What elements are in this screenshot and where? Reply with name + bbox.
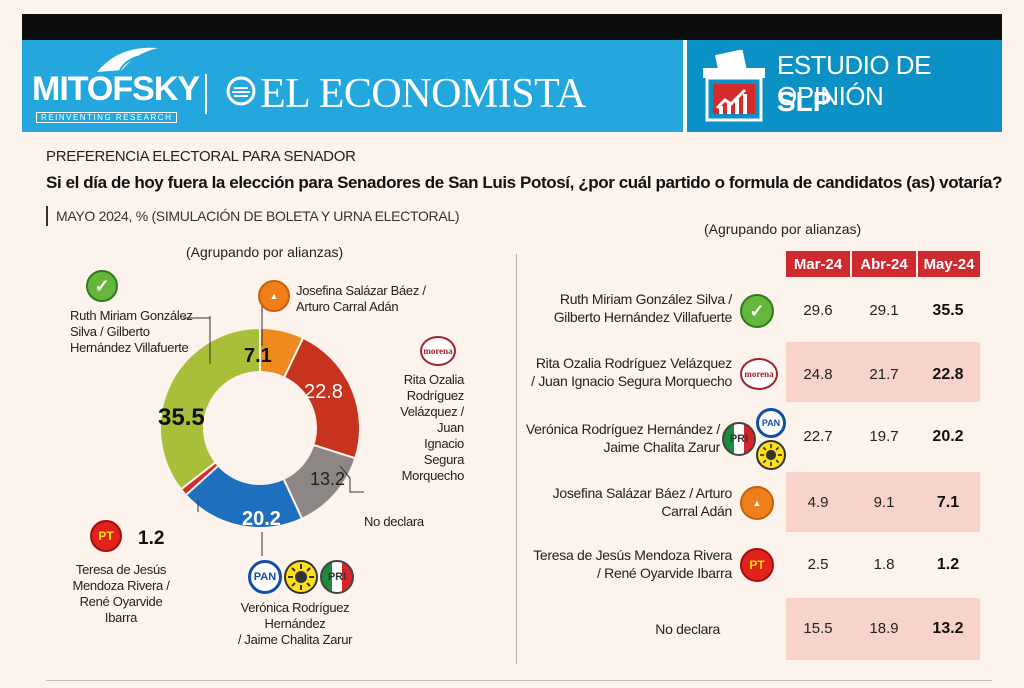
leader-line-no-declara [339,465,364,493]
table-cell: 22.8 [932,366,964,383]
sun-icon [760,444,782,466]
bottom-rule [46,680,992,681]
logo-divider [205,74,207,114]
table-cell: 35.5 [932,302,964,319]
donut-label-pt: Teresa de Jesús Mendoza Rivera / René Oyar… [72,562,170,625]
study-region: SLP [777,86,832,117]
donut-label-mc: Josefina Salázar Báez / Arturo Carral Adá… [296,283,426,314]
chart-subtitle: PREFERENCIA ELECTORAL PARA SENADOR [46,148,356,165]
header-banner: MITOFSKY REINVENTING RESEARCH EL ECONOMI… [22,40,1002,132]
table-cell: 2.5 [807,556,829,573]
study-badge: ESTUDIO DE OPINIÓN SLP [683,40,1002,132]
table-cell: 21.7 [869,366,899,383]
donut-value-pt: 1.2 [138,528,165,549]
table-cell: 4.9 [807,494,829,511]
morena-logo-icon: morena [740,358,778,390]
donut-slice-5 [179,460,220,497]
section-divider [516,254,517,664]
prd-logo-icon [284,560,318,594]
table-cell: 29.1 [869,302,899,319]
pan-logo-icon: PAN [756,408,786,438]
economista-logo: EL ECONOMISTA [260,71,586,117]
table-cell: 22.7 [803,428,833,445]
table-cell: 1.8 [873,556,895,573]
sun-icon [288,564,314,590]
table-cell: 19.7 [869,428,899,445]
mitofsky-logo: MITOFSKY [32,70,200,108]
grouping-note-left: (Agrupando por alianzas) [186,244,344,260]
table-cell: 20.2 [932,428,964,445]
donut-label-morena: Rita Ozalia Rodríguez Velázquez / Juan Igna… [400,372,464,483]
donut-value-morena: 22.8 [304,381,343,403]
mitofsky-tagline: REINVENTING RESEARCH [36,112,178,123]
table-row-name-1: Ruth Miriam González Silva / Gilberto Her… [553,291,733,325]
column-header-mar: Mar-24 [786,251,850,277]
row-bg-4 [786,472,980,532]
donut-label-no-declara: No declara [364,514,424,529]
table-row-name-6: No declara [655,621,720,637]
pt-logo-icon: PT [740,548,774,582]
donut-value-verde: 35.5 [158,404,205,431]
donut-value-no-declara: 13.2 [310,469,346,489]
mitofsky-bird-icon [97,47,158,72]
donut-label-pan: Verónica Rodríguez Hernández / Jaime Chal… [237,600,353,647]
top-bar [22,14,1002,40]
movimiento-ciudadano-logo-icon: ▲ [258,280,290,312]
grouping-note-right: (Agrupando por alianzas) [704,221,862,237]
table-cell: 24.8 [803,366,833,383]
table-row-name-3: Verónica Rodríguez Hernández / Jaime Chal… [525,421,720,455]
verde-logo-icon: ✓ [740,294,774,328]
table-row-name-2: Rita Ozalia Rodríguez Velázquez / Juan Ig… [531,355,732,389]
donut-slice-2 [282,336,361,460]
donut-label-verde: Ruth Miriam González Silva / Gilberto Hern… [70,308,193,355]
row-bg-2 [786,342,980,402]
pt-logo-icon: PT [90,520,122,552]
table-cell: 9.1 [873,494,895,511]
table-cell: 7.1 [936,494,960,511]
row-bg-6 [786,598,980,660]
column-header-may: May-24 [918,251,980,277]
table-cell: 13.2 [932,620,964,637]
table-cell: 29.6 [803,302,833,319]
column-header-abr: Abr-24 [852,251,916,277]
pri-logo-icon: PRI [722,422,756,456]
table-cell: 18.9 [869,620,899,637]
movimiento-ciudadano-logo-icon: ▲ [740,486,774,520]
verde-logo-icon: ✓ [86,270,118,302]
table-cell: 15.5 [803,620,833,637]
ballot-box-icon [703,50,765,122]
table-cell: 1.2 [936,556,960,573]
donut-slice-0 [159,326,261,491]
survey-question: Si el día de hoy fuera la elección para … [46,173,1003,192]
study-title: ESTUDIO DE OPINIÓN [777,50,931,111]
table-row-name-4: Josefina Salázar Báez / Arturo Carral Adá… [552,485,733,519]
table-row-name-5: Teresa de Jesús Mendoza Rivera / René Oya… [533,547,732,581]
survey-meta: MAYO 2024, % (SIMULACIÓN DE BOLETA Y URN… [56,208,460,224]
pri-logo-icon: PRI [320,560,354,594]
morena-logo-icon: morena [420,336,456,366]
meta-divider [46,206,48,226]
donut-value-pan: 20.2 [242,508,281,530]
donut-value-mc: 7.1 [244,345,272,367]
economista-globe-icon [226,76,256,106]
prd-logo-icon [756,440,786,470]
pan-logo-icon: PAN [248,560,282,594]
